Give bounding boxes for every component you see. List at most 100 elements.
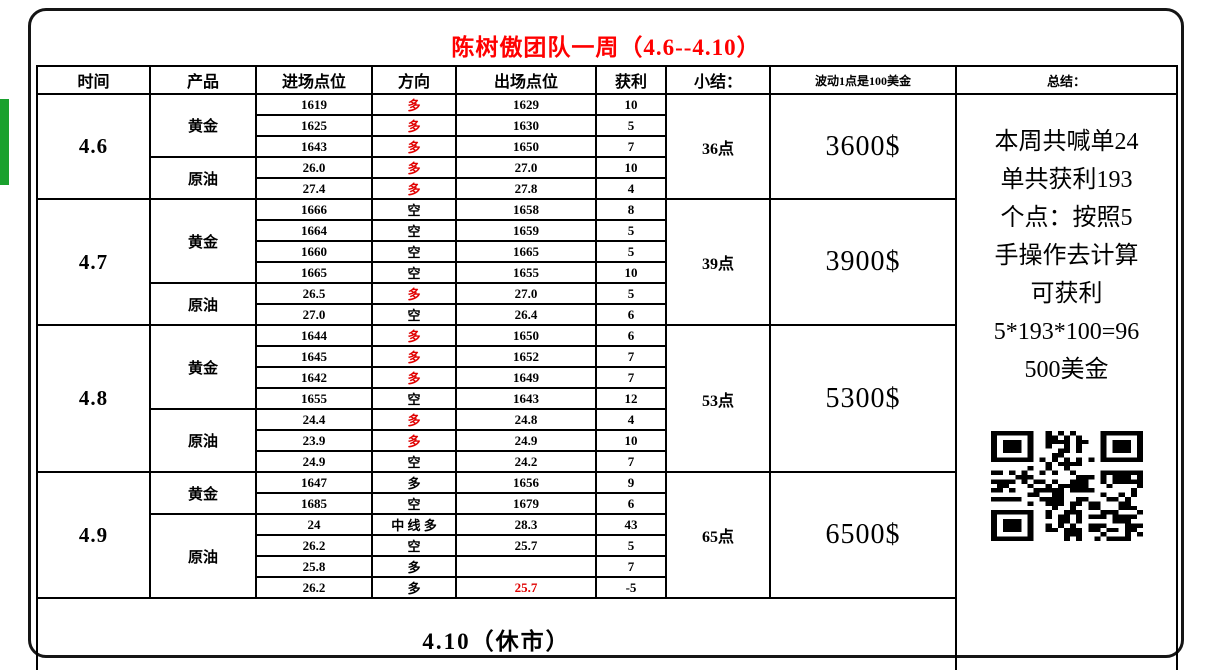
entry-cell: 26.5 [255, 282, 373, 305]
direction-cell: 空 [371, 219, 457, 242]
col-header-note: 波动1点是100美金 [769, 65, 957, 95]
direction-cell: 多 [371, 324, 457, 347]
entry-cell: 1664 [255, 219, 373, 242]
profit-cell: 5 [595, 219, 667, 242]
col-header-subtotal: 小结： [665, 65, 771, 95]
exit-cell: 1643 [455, 387, 597, 410]
profit-cell: 43 [595, 513, 667, 536]
profit-cell: 12 [595, 387, 667, 410]
trade-row: 4.8 黄金 1644 多 1650 6 53点 5300$ [36, 324, 1177, 473]
direction-cell: 多 [371, 429, 457, 452]
direction-cell: 多 [371, 471, 457, 494]
market-closed-row: 4.10（休市） [36, 597, 1177, 670]
entry-cell: 1655 [255, 387, 373, 410]
direction-cell: 空 [371, 198, 457, 221]
entry-cell: 27.4 [255, 177, 373, 200]
direction-cell: 多 [371, 345, 457, 368]
direction-cell: 空 [371, 387, 457, 410]
date-cell: 4.9 [36, 471, 151, 599]
exit-cell: 25.7 [455, 576, 597, 599]
profit-cell: 10 [595, 156, 667, 179]
money-cell: 5300$ [769, 324, 957, 473]
profit-cell: 5 [595, 282, 667, 305]
direction-cell: 空 [371, 450, 457, 473]
exit-cell [455, 555, 597, 578]
points-cell: 36点 [665, 93, 771, 200]
page-title: 陈树傲团队一周（4.6--4.10） [451, 35, 761, 60]
trade-row: 26.2 空 25.7 5 [37, 534, 1177, 557]
money-cell: 6500$ [769, 471, 957, 599]
summary-block: 本周共喊单24 单共获利193 个点：按照5 手操作去计算 可获利 5*193*… [958, 96, 1175, 541]
trade-row: 1655 空 1643 12 [37, 387, 1177, 410]
trade-row: 25.8 多 7 [37, 555, 1177, 578]
direction-cell: 多 [371, 114, 457, 137]
points-cell: 39点 [665, 198, 771, 326]
profit-cell: 5 [595, 534, 667, 557]
exit-cell: 25.7 [455, 534, 597, 557]
entry-cell: 1644 [255, 324, 373, 347]
product-cell: 黄金 [149, 93, 257, 158]
entry-cell: 27.0 [255, 303, 373, 326]
exit-cell: 24.8 [455, 408, 597, 431]
profit-cell: 7 [595, 555, 667, 578]
col-header-exit: 出场点位 [455, 65, 597, 95]
entry-cell: 1625 [255, 114, 373, 137]
col-header-summary: 总结： [955, 65, 1178, 95]
entry-cell: 1642 [255, 366, 373, 389]
product-cell: 黄金 [149, 198, 257, 284]
entry-cell: 1647 [255, 471, 373, 494]
exit-cell: 1655 [455, 261, 597, 284]
profit-cell: 4 [595, 177, 667, 200]
trade-row: 1645 多 1652 7 [37, 345, 1177, 368]
product-cell: 原油 [149, 408, 257, 473]
profit-cell: 10 [595, 261, 667, 284]
exit-cell: 1650 [455, 324, 597, 347]
entry-cell: 1666 [255, 198, 373, 221]
product-cell: 原油 [149, 282, 257, 326]
trade-row: 原油 24.4 多 24.8 4 [37, 408, 1177, 473]
profit-cell: 5 [595, 240, 667, 263]
exit-cell: 1649 [455, 366, 597, 389]
date-cell: 4.8 [36, 324, 151, 473]
direction-cell: 多 [371, 156, 457, 179]
exit-cell: 28.3 [455, 513, 597, 536]
col-header-entry: 进场点位 [255, 65, 373, 95]
product-cell: 黄金 [149, 471, 257, 515]
profit-cell: 9 [595, 471, 667, 494]
direction-cell: 空 [371, 492, 457, 515]
direction-cell: 空 [371, 534, 457, 557]
trade-row: 23.9 多 24.9 10 [37, 429, 1177, 452]
entry-cell: 1619 [255, 93, 373, 116]
direction-cell: 多 [371, 576, 457, 599]
exit-cell: 27.8 [455, 177, 597, 200]
points-cell: 65点 [665, 471, 771, 599]
trade-row: 1685 空 1679 6 [37, 492, 1177, 515]
points-cell: 53点 [665, 324, 771, 473]
exit-cell: 1679 [455, 492, 597, 515]
trade-row: 26.2 多 25.7 -5 [37, 576, 1177, 599]
trade-row: 1660 空 1665 5 [37, 240, 1177, 263]
entry-cell: 1665 [255, 261, 373, 284]
exit-cell: 1658 [455, 198, 597, 221]
trade-row: 4.7 黄金 1666 空 1658 8 39点 3900$ [36, 198, 1177, 326]
profit-cell: 7 [595, 366, 667, 389]
trade-row: 原油 26.0 多 27.0 10 [37, 156, 1177, 200]
direction-cell: 多 [371, 177, 457, 200]
col-header-direction: 方向 [371, 65, 457, 95]
trade-row: 1664 空 1659 5 [37, 219, 1177, 242]
profit-cell: 10 [595, 429, 667, 452]
profit-cell: 6 [595, 303, 667, 326]
product-cell: 原油 [149, 156, 257, 200]
exit-cell: 27.0 [455, 156, 597, 179]
profit-cell: 7 [595, 135, 667, 158]
trade-row: 27.4 多 27.8 4 [37, 177, 1177, 200]
profit-cell: -5 [595, 576, 667, 599]
profit-cell: 7 [595, 450, 667, 473]
qr-code [990, 431, 1143, 541]
entry-cell: 1685 [255, 492, 373, 515]
exit-cell: 1659 [455, 219, 597, 242]
entry-cell: 26.2 [255, 534, 373, 557]
direction-cell: 空 [371, 261, 457, 284]
col-header-product: 产品 [149, 65, 257, 95]
exit-cell: 1652 [455, 345, 597, 368]
